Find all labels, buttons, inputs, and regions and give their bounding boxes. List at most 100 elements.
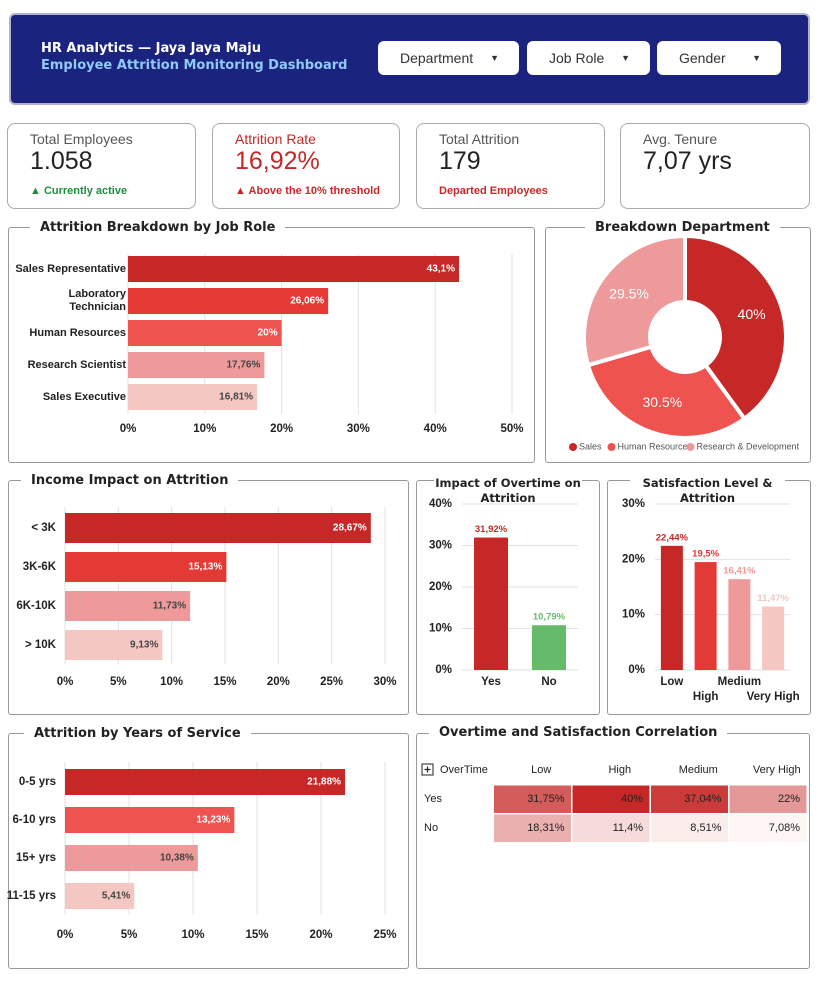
x-tick-label: 15% bbox=[213, 676, 236, 688]
cell-label: 22% bbox=[778, 793, 800, 805]
x-tick-label: 20% bbox=[309, 929, 332, 941]
value-label: 19,5% bbox=[692, 549, 719, 560]
value-label: 17,76% bbox=[226, 360, 260, 371]
x-tick-label: 10% bbox=[193, 423, 216, 435]
x-tick-label: 0% bbox=[57, 676, 74, 688]
y-tick-label: 0% bbox=[628, 664, 645, 676]
x-tick-label: 10% bbox=[181, 929, 204, 941]
value-label: 15,13% bbox=[188, 562, 222, 573]
y-tick-label: 6-10 yrs bbox=[13, 814, 56, 826]
value-label: 9,13% bbox=[130, 640, 158, 651]
x-tick-label: 25% bbox=[373, 929, 396, 941]
y-tick-label: 20% bbox=[429, 581, 452, 593]
filter-dropdown[interactable]: Department ▼ bbox=[378, 41, 519, 75]
pie-slice bbox=[582, 233, 687, 368]
bar bbox=[128, 320, 282, 346]
cell-label: 7,08% bbox=[769, 822, 800, 834]
y-tick-label: > 10K bbox=[25, 639, 57, 651]
column-header: Very High bbox=[753, 764, 801, 776]
cell-label: 40% bbox=[621, 793, 643, 805]
x-tick-label: 50% bbox=[500, 423, 523, 435]
filter-label: Job Role bbox=[549, 50, 605, 66]
x-tick-label: 25% bbox=[320, 676, 343, 688]
y-tick-label: 0-5 yrs bbox=[19, 776, 56, 788]
value-label: 26,06% bbox=[290, 296, 324, 307]
header-title: HR Analytics — Jaya Jaya Maju bbox=[41, 41, 261, 56]
value-label: 11,47% bbox=[757, 593, 789, 604]
x-tick-label: 30% bbox=[373, 676, 396, 688]
legend-label: Human Resources bbox=[618, 441, 693, 451]
filter-dropdown[interactable]: Job Role ▼ bbox=[527, 41, 650, 75]
heatmap-cell bbox=[729, 785, 807, 813]
header-subtitle: Employee Attrition Monitoring Dashboard bbox=[41, 58, 348, 73]
y-tick-label: 40% bbox=[429, 498, 452, 510]
slice-label: 29.5% bbox=[609, 286, 649, 302]
dropdown-arrow: ▼ bbox=[752, 53, 761, 63]
cell-label: 11,4% bbox=[613, 822, 644, 834]
kpi-value: 179 bbox=[439, 147, 481, 175]
panel-title: Satisfaction Level & Attrition bbox=[630, 476, 785, 506]
cell-label: 18,31% bbox=[527, 822, 565, 834]
bar bbox=[660, 545, 683, 670]
value-label: 20% bbox=[258, 328, 278, 339]
value-label: 16,41% bbox=[723, 566, 756, 577]
x-tick-label: Very High bbox=[747, 691, 800, 703]
filter-dropdown[interactable]: Gender ▼ bbox=[657, 41, 781, 75]
value-label: 16,81% bbox=[219, 392, 253, 403]
y-tick-label: Sales Executive bbox=[42, 390, 126, 403]
legend-marker bbox=[607, 443, 616, 451]
y-tick-label: Sales Representative bbox=[15, 262, 126, 275]
kpi-label: Attrition Rate bbox=[235, 131, 316, 147]
x-tick-label: 5% bbox=[121, 929, 138, 941]
pie-slice bbox=[585, 344, 748, 440]
value-label: 28,67% bbox=[333, 523, 367, 534]
kpi-value: 16,92% bbox=[235, 147, 320, 175]
y-tick-label: 15+ yrs bbox=[16, 852, 56, 864]
value-label: 10,38% bbox=[160, 853, 194, 864]
heatmap-cell bbox=[651, 814, 728, 842]
x-tick-label: No bbox=[541, 676, 556, 688]
legend-marker bbox=[686, 443, 695, 451]
heatmap-cell bbox=[494, 785, 571, 813]
value-label: 13,23% bbox=[196, 815, 230, 826]
heatmap-cell bbox=[729, 814, 807, 842]
bar bbox=[128, 256, 460, 282]
x-tick-label: 20% bbox=[270, 423, 293, 435]
y-tick-label: < 3K bbox=[31, 522, 56, 534]
kpi-note: Departed Employees bbox=[439, 185, 548, 197]
bar bbox=[65, 845, 198, 871]
bar bbox=[128, 288, 329, 314]
kpi-card: Avg. Tenure 7,07 yrs bbox=[620, 123, 810, 209]
cell-label: 31,75% bbox=[527, 793, 565, 805]
heatmap-cell bbox=[572, 814, 650, 842]
dropdown-arrow: ▼ bbox=[490, 53, 499, 63]
bar bbox=[65, 769, 346, 795]
y-tick-label: 20% bbox=[622, 553, 645, 565]
bar bbox=[128, 352, 265, 378]
header: HR Analytics — Jaya Jaya Maju Employee A… bbox=[9, 13, 810, 105]
column-header: Low bbox=[531, 764, 551, 776]
row-header: No bbox=[424, 822, 438, 834]
y-tick-label: 10% bbox=[429, 623, 452, 635]
y-tick-label: Human Resources bbox=[29, 326, 126, 339]
bar bbox=[694, 562, 717, 670]
y-tick-label: 30% bbox=[622, 498, 645, 510]
kpi-note: ▲ Currently active bbox=[30, 185, 128, 197]
kpi-note: ▲ Above the 10% threshold bbox=[235, 185, 380, 197]
legend-label: Research & Development bbox=[697, 441, 800, 451]
row-header: Yes bbox=[424, 793, 442, 805]
bar bbox=[728, 579, 751, 670]
bar bbox=[65, 591, 191, 621]
value-label: 43,1% bbox=[427, 264, 455, 275]
kpi-label: Avg. Tenure bbox=[643, 131, 718, 147]
value-label: 11,73% bbox=[153, 601, 186, 612]
pie-slice bbox=[683, 233, 788, 422]
value-label: 21,88% bbox=[307, 777, 341, 788]
panel-title: Income Impact on Attrition bbox=[21, 473, 239, 488]
y-tick-label: Research Scientist bbox=[27, 358, 126, 371]
cell-label: 8,51% bbox=[690, 822, 721, 834]
x-tick-label: Yes bbox=[481, 676, 501, 688]
kpi-card: Attrition Rate 16,92% ▲ Above the 10% th… bbox=[212, 123, 400, 209]
filter-label: Gender bbox=[679, 50, 726, 66]
